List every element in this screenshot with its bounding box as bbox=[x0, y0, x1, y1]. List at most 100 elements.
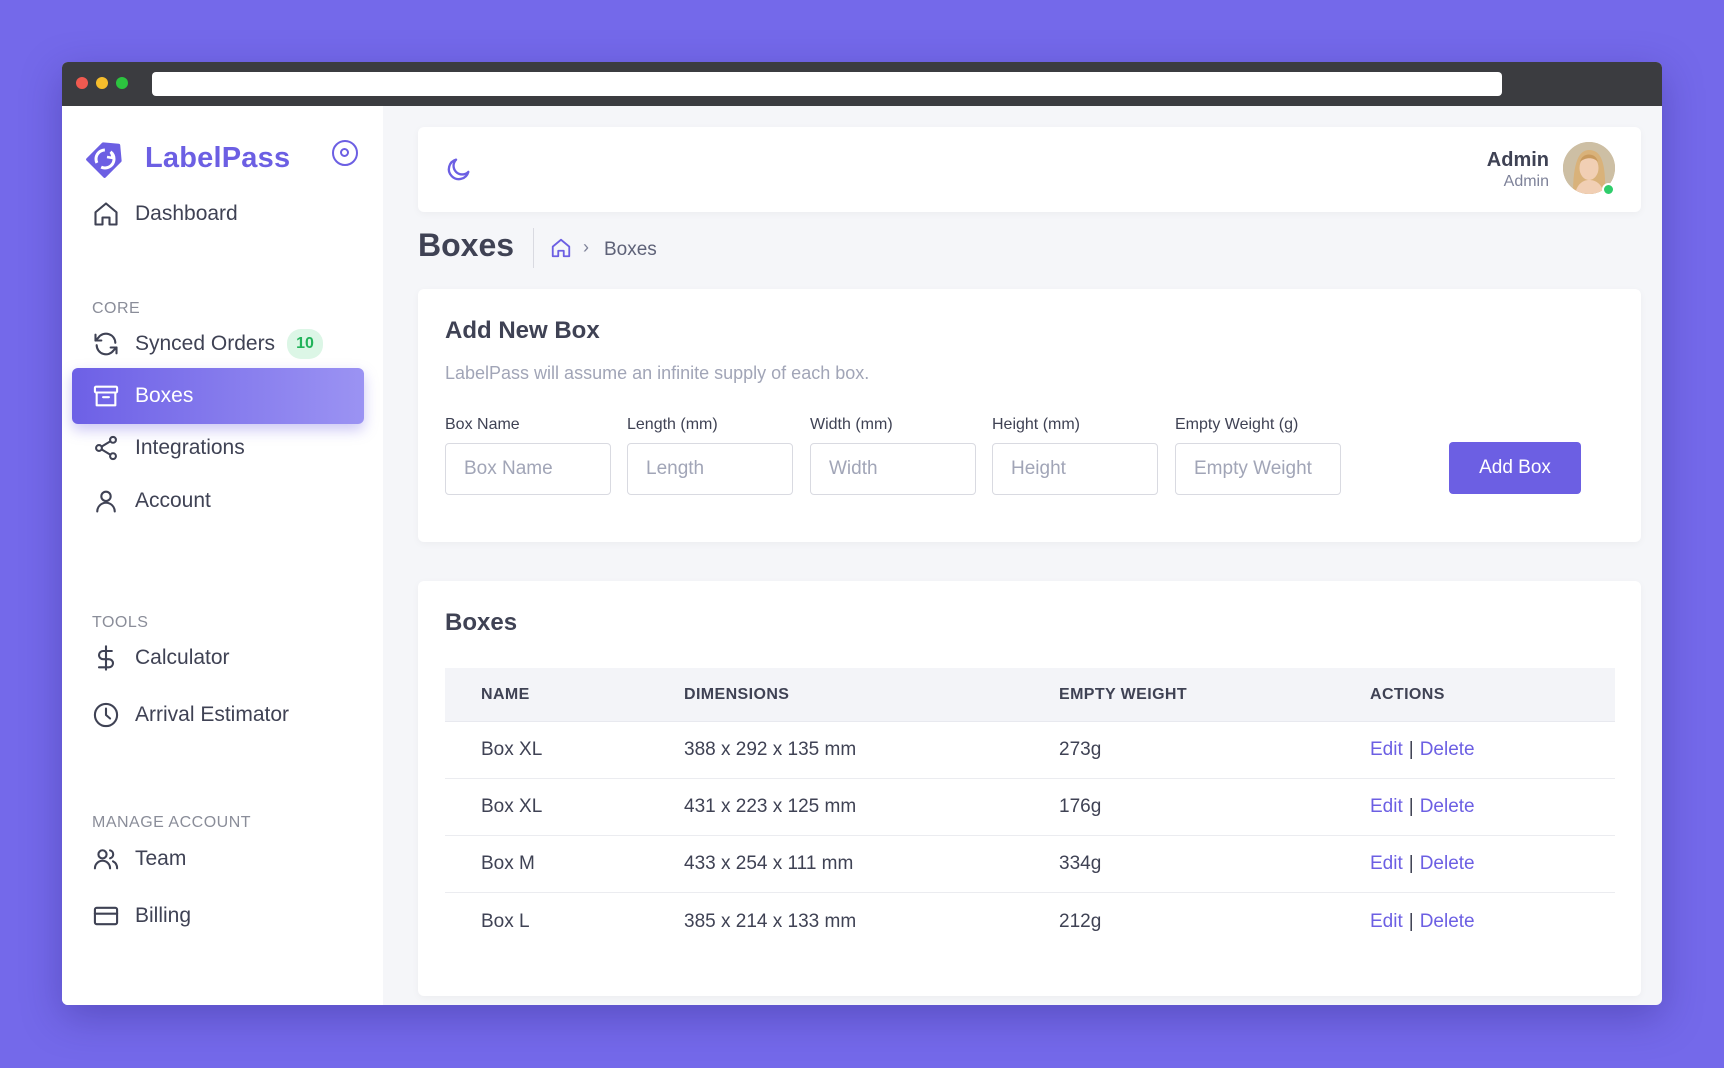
width-field: Width (mm) bbox=[810, 416, 976, 495]
delete-link[interactable]: Delete bbox=[1419, 910, 1475, 932]
sidebar-item-team[interactable]: Team bbox=[72, 831, 364, 887]
edit-link[interactable]: Edit bbox=[1370, 796, 1403, 817]
action-separator: | bbox=[1408, 910, 1414, 932]
add-box-card: Add New Box LabelPass will assume an inf… bbox=[418, 289, 1641, 542]
height-input[interactable] bbox=[992, 443, 1158, 495]
weight-cell: 212g bbox=[1059, 910, 1102, 932]
sidebar-item-label: Account bbox=[135, 489, 211, 512]
box-name-input[interactable] bbox=[445, 443, 611, 495]
brand[interactable]: LabelPass bbox=[80, 132, 290, 184]
user-role: Admin bbox=[1503, 173, 1549, 190]
dimensions-cell: 431 x 223 x 125 mm bbox=[684, 796, 857, 817]
sidebar-item-calculator[interactable]: Calculator bbox=[72, 630, 364, 686]
action-separator: | bbox=[1408, 796, 1414, 817]
app-shell: LabelPass Dashboard CORE Synced Orders 1… bbox=[62, 106, 1662, 1005]
sidebar-item-label: Calculator bbox=[135, 646, 230, 669]
user-name: Admin bbox=[1486, 149, 1549, 171]
dark-mode-moon-icon[interactable] bbox=[445, 155, 473, 183]
main-content: Admin Admin Boxes › Boxes bbox=[383, 106, 1662, 1005]
table-row: Box XL 431 x 223 x 125 mm 176g Edit | Dele… bbox=[445, 779, 1615, 836]
synced-orders-count-badge: 10 bbox=[287, 329, 323, 359]
column-header-actions: ACTIONS bbox=[1370, 685, 1445, 703]
boxes-list-card: Boxes NAME DIMENSIONS EMPTY WEIGHT ACTIO… bbox=[418, 581, 1641, 996]
table-row: Box L 385 x 214 x 133 mm 212g Edit | Delet… bbox=[445, 893, 1615, 950]
sidebar-item-account[interactable]: Account bbox=[72, 473, 364, 529]
home-icon bbox=[94, 202, 118, 226]
delete-link[interactable]: Delete bbox=[1419, 853, 1475, 874]
width-input[interactable] bbox=[810, 443, 976, 495]
weight-cell: 176g bbox=[1059, 796, 1102, 817]
box-name-label: Box Name bbox=[445, 416, 520, 433]
dimensions-cell: 433 x 254 x 111 mm bbox=[684, 853, 854, 874]
add-box-subtitle: LabelPass will assume an infinite supply… bbox=[445, 363, 870, 383]
actions-cell: Edit | Delete bbox=[1370, 739, 1475, 761]
browser-titlebar bbox=[62, 62, 1662, 106]
breadcrumb-separator: › bbox=[583, 237, 589, 257]
action-separator: | bbox=[1408, 739, 1414, 760]
sidebar-item-integrations[interactable]: Integrations bbox=[72, 420, 364, 476]
box-name-cell: Box XL bbox=[481, 796, 543, 817]
browser-window: LabelPass Dashboard CORE Synced Orders 1… bbox=[62, 62, 1662, 1005]
actions-cell: Edit | Delete bbox=[1370, 853, 1475, 875]
sidebar-item-label: Dashboard bbox=[135, 202, 238, 225]
sidebar-item-label: Arrival Estimator bbox=[135, 703, 290, 726]
boxes-list-title: Boxes bbox=[445, 609, 518, 636]
refresh-icon bbox=[94, 332, 118, 356]
box-name-cell: Box M bbox=[481, 853, 535, 874]
empty-weight-field: Empty Weight (g) bbox=[1175, 416, 1341, 495]
sidebar-item-synced-orders[interactable]: Synced Orders 10 bbox=[72, 316, 364, 372]
sidebar-item-boxes[interactable]: Boxes bbox=[72, 368, 364, 424]
sidebar-item-label: Billing bbox=[135, 904, 192, 927]
close-window-button[interactable] bbox=[76, 77, 88, 89]
delete-link[interactable]: Delete bbox=[1419, 796, 1475, 817]
table-row: Box XL 388 x 292 x 135 mm 273g Edit | Dele… bbox=[445, 722, 1615, 779]
delete-link[interactable]: Delete bbox=[1419, 739, 1475, 760]
length-input[interactable] bbox=[627, 443, 793, 495]
dimensions-cell: 385 x 214 x 133 mm bbox=[684, 910, 857, 932]
actions-cell: Edit | Delete bbox=[1370, 796, 1475, 818]
online-status-dot bbox=[1602, 183, 1615, 196]
length-field: Length (mm) bbox=[627, 416, 793, 495]
table-header: NAME DIMENSIONS EMPTY WEIGHT ACTIONS bbox=[445, 668, 1615, 722]
users-icon bbox=[93, 849, 119, 870]
column-header-name: NAME bbox=[481, 685, 530, 703]
column-header-empty-weight: EMPTY WEIGHT bbox=[1059, 685, 1188, 703]
brand-name: LabelPass bbox=[145, 141, 291, 174]
height-field: Height (mm) bbox=[992, 416, 1158, 495]
user-icon bbox=[96, 490, 116, 513]
sidebar-item-billing[interactable]: Billing bbox=[72, 888, 364, 944]
empty-weight-input[interactable] bbox=[1175, 443, 1341, 495]
table-row: Box M 433 x 254 x 111 mm 334g Edit | Delet… bbox=[445, 836, 1615, 893]
sidebar-item-label: Boxes bbox=[135, 384, 194, 407]
column-header-dimensions: DIMENSIONS bbox=[684, 685, 790, 703]
sidebar-item-arrival-estimator[interactable]: Arrival Estimator bbox=[72, 687, 364, 743]
weight-cell: 334g bbox=[1059, 853, 1102, 874]
actions-cell: Edit | Delete bbox=[1370, 911, 1475, 933]
breadcrumb-current: Boxes bbox=[604, 239, 657, 260]
labelpass-logo-icon bbox=[86, 142, 122, 178]
sidebar-item-label: Synced Orders bbox=[135, 332, 276, 355]
archive-box-icon bbox=[93, 385, 119, 407]
section-title-manage-account: MANAGE ACCOUNT bbox=[92, 814, 252, 831]
address-bar[interactable] bbox=[152, 72, 1502, 96]
minimize-window-button[interactable] bbox=[96, 77, 108, 89]
edit-link[interactable]: Edit bbox=[1370, 739, 1403, 760]
add-box-title: Add New Box bbox=[445, 317, 600, 344]
clock-icon bbox=[93, 702, 119, 728]
dollar-icon bbox=[97, 645, 115, 671]
length-label: Length (mm) bbox=[627, 416, 718, 433]
sidebar-item-label: Team bbox=[135, 847, 187, 870]
sidebar: LabelPass Dashboard CORE Synced Orders 1… bbox=[62, 106, 383, 1005]
add-box-button[interactable]: Add Box bbox=[1449, 442, 1581, 494]
box-name-cell: Box XL bbox=[481, 739, 543, 760]
edit-link[interactable]: Edit bbox=[1370, 853, 1403, 874]
sidebar-item-label: Integrations bbox=[135, 436, 245, 459]
edit-link[interactable]: Edit bbox=[1370, 910, 1403, 932]
maximize-window-button[interactable] bbox=[116, 77, 128, 89]
empty-weight-label: Empty Weight (g) bbox=[1175, 416, 1299, 433]
sidebar-toggle-icon[interactable] bbox=[332, 140, 358, 166]
sidebar-item-dashboard[interactable]: Dashboard bbox=[72, 186, 364, 242]
breadcrumb-home-icon[interactable] bbox=[550, 237, 572, 259]
share-icon bbox=[95, 435, 117, 461]
section-title-core: CORE bbox=[92, 300, 141, 317]
